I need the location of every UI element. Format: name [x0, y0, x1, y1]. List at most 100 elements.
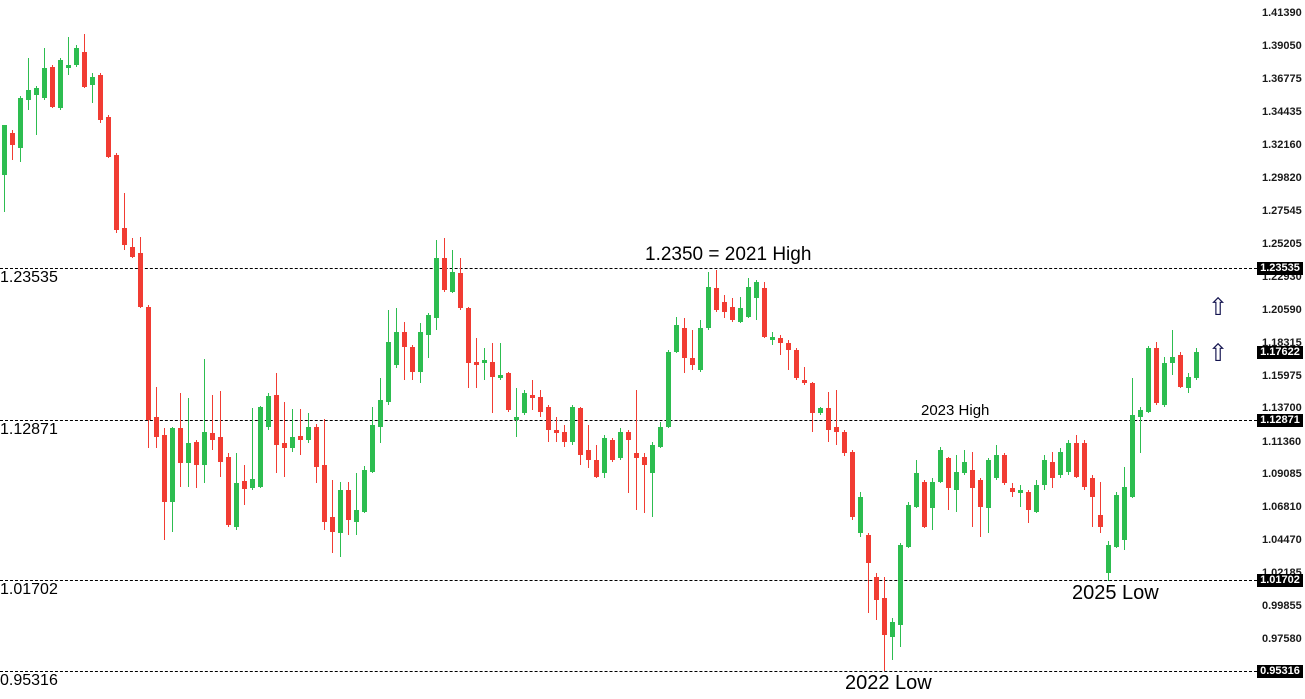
candle-body [578, 408, 583, 455]
candle-body [634, 453, 639, 458]
candle-body [1090, 478, 1095, 497]
candle-body [554, 430, 559, 433]
candle-body [874, 577, 879, 600]
candle-body [114, 155, 119, 230]
candle-body [266, 396, 271, 427]
candle-body [810, 383, 815, 413]
candle-body [650, 445, 655, 473]
axis-tick-label: 1.27545 [1262, 205, 1302, 217]
candle-body [562, 432, 567, 442]
price-level-label: 1.01702 [1257, 574, 1303, 587]
up-arrow-icon[interactable]: ⇧ [1208, 294, 1229, 321]
annotation-ann-2022-low[interactable]: 2022 Low [845, 672, 932, 694]
candle-body [882, 598, 887, 635]
candle-body [746, 287, 751, 317]
candle-wick [124, 193, 125, 250]
candle-body [498, 375, 503, 378]
candle-body [210, 433, 215, 440]
candle-body [1114, 495, 1119, 547]
candle-body [1002, 455, 1007, 483]
candle-body [626, 432, 631, 440]
candle-body [1162, 363, 1167, 405]
candle-body [522, 393, 527, 413]
candle-body [794, 350, 799, 378]
candle-wick [284, 402, 285, 477]
candle-body [330, 517, 335, 532]
candle-body [618, 432, 623, 458]
horizontal-level-line[interactable]: 1.01702 [0, 580, 1257, 598]
candle-body [378, 400, 383, 427]
candle-body [1178, 355, 1183, 387]
axis-tick-label: 1.41390 [1262, 7, 1302, 19]
candle-body [938, 450, 943, 482]
candle-body [482, 360, 487, 363]
candle-body [586, 450, 591, 460]
candle-body [1122, 487, 1127, 540]
candle-wick [556, 417, 557, 442]
candle-body [186, 443, 191, 463]
candle-wick [892, 618, 893, 660]
candle-body [530, 395, 535, 398]
candle-body [74, 48, 79, 65]
horizontal-level-line[interactable]: 1.23535 [0, 268, 1257, 286]
axis-tick-label: 1.34435 [1262, 106, 1302, 118]
candle-body [90, 77, 95, 85]
candle-body [738, 308, 743, 322]
candle-wick [188, 398, 189, 487]
candle-body [450, 272, 455, 292]
candle-wick [644, 453, 645, 513]
candle-body [802, 380, 807, 383]
horizontal-level-line[interactable]: 0.95316 [0, 671, 1257, 689]
candle-body [138, 253, 143, 307]
candle-body [962, 462, 967, 473]
candle-body [18, 98, 23, 148]
candle-body [194, 442, 199, 465]
candle-body [66, 65, 71, 68]
up-arrow-icon[interactable]: ⇧ [1208, 340, 1229, 367]
candle-body [1098, 515, 1103, 527]
candle-body [906, 505, 911, 547]
candle-wick [788, 340, 789, 370]
candle-body [1170, 357, 1175, 363]
candle-body [402, 332, 407, 347]
candle-body [570, 407, 575, 442]
candle-wick [1172, 330, 1173, 375]
axis-tick-label: 1.04470 [1262, 534, 1302, 546]
candle-body [866, 535, 871, 563]
candle-body [458, 273, 463, 308]
candle-wick [484, 348, 485, 380]
candle-body [698, 328, 703, 370]
axis-tick-label: 1.29820 [1262, 172, 1302, 184]
candle-body [1146, 348, 1151, 412]
candle-body [898, 545, 903, 625]
candle-body [1042, 460, 1047, 485]
candle-body [490, 362, 495, 377]
candle-wick [780, 335, 781, 355]
candle-body [58, 60, 63, 108]
annotation-ann-2023-high[interactable]: 2023 High [921, 402, 990, 419]
candle-body [666, 352, 671, 427]
axis-tick-label: 1.25205 [1262, 238, 1302, 250]
candle-wick [628, 430, 629, 493]
candle-body [306, 427, 311, 440]
candle-wick [212, 395, 213, 450]
candle-body [346, 490, 351, 520]
candle-body [82, 52, 87, 87]
candle-body [434, 258, 439, 318]
candle-body [1130, 415, 1135, 497]
candle-body [978, 480, 983, 507]
candle-wick [1092, 475, 1093, 527]
annotation-ann-2021-high[interactable]: 1.2350 = 2021 High [645, 244, 812, 265]
annotation-ann-2025-low[interactable]: 2025 Low [1072, 582, 1159, 604]
candle-body [506, 373, 511, 410]
candle-body [602, 438, 607, 473]
candle-body [770, 337, 775, 340]
candle-body [322, 465, 327, 522]
axis-tick-label: 0.97580 [1262, 633, 1302, 645]
axis-tick-label: 1.39050 [1262, 40, 1302, 52]
candle-body [1082, 443, 1087, 487]
horizontal-level-line[interactable]: 1.12871 [0, 420, 1257, 438]
candle-body [538, 397, 543, 412]
candle-body [994, 455, 999, 478]
